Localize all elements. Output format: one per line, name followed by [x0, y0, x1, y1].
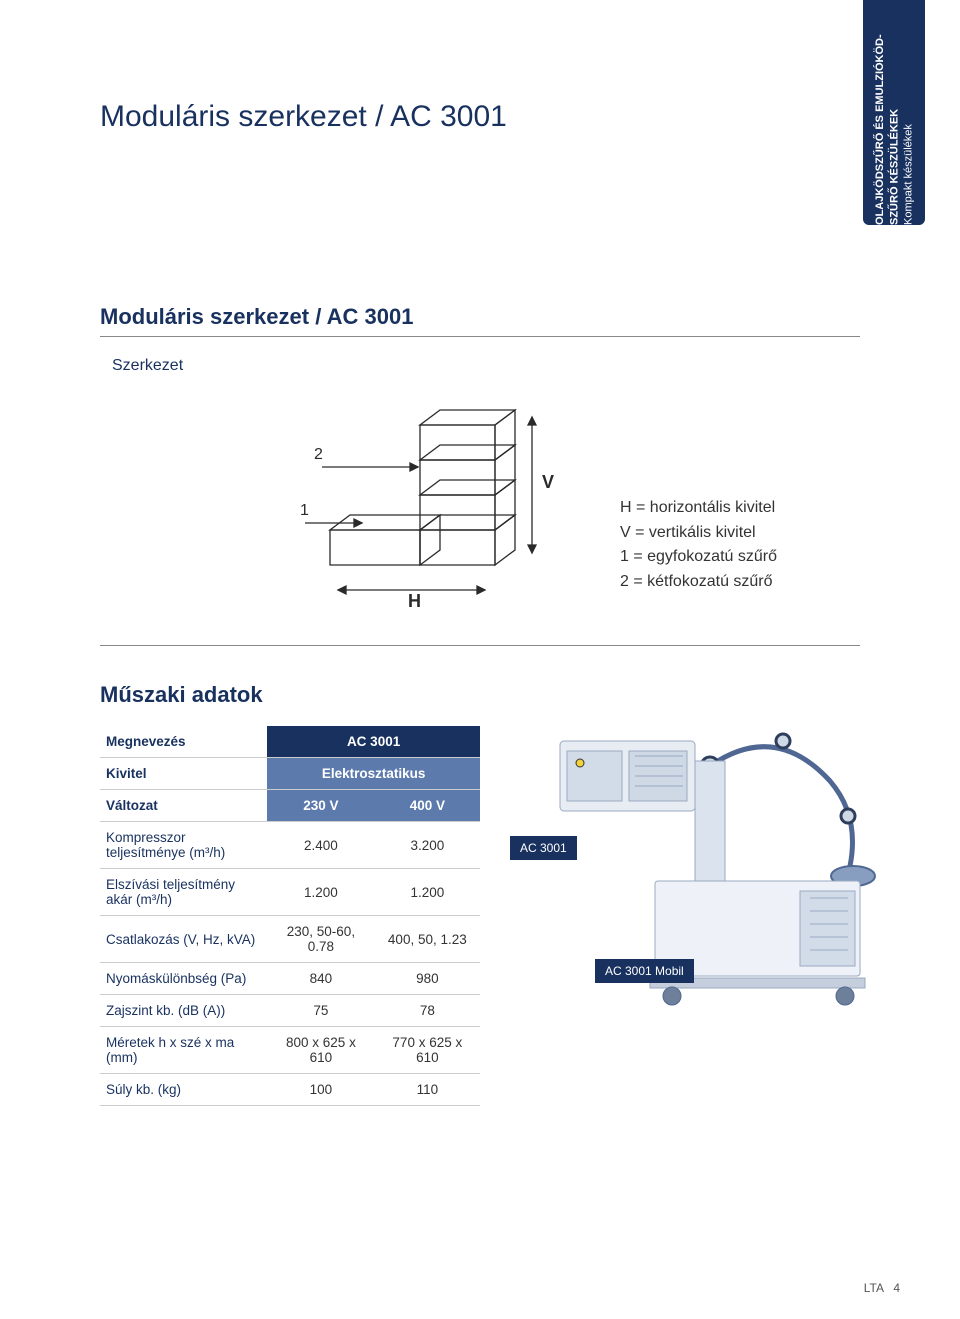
td-variant-c1: 230 V	[267, 790, 374, 822]
page-content: Moduláris szerkezet / AC 3001 Moduláris …	[0, 0, 960, 1146]
td-val: 1.200	[267, 869, 374, 916]
diagram-1-label: 1	[300, 502, 309, 519]
legend-line: H = horizontális kivitel	[620, 496, 777, 521]
diagram-V-label: V	[542, 472, 554, 492]
td-kivitel-value: Elektrosztatikus	[267, 758, 480, 790]
product-label-ac3001: AC 3001	[510, 836, 577, 860]
tech-row: Megnevezés AC 3001 Kivitel Elektrosztati…	[100, 726, 860, 1106]
section-title: Moduláris szerkezet / AC 3001	[100, 304, 860, 337]
td-val: 1.200	[375, 869, 480, 916]
legend-line: V = vertikális kivitel	[620, 521, 777, 546]
td-label: Elszívási teljesítmény akár (m³/h)	[100, 869, 267, 916]
td-val: 75	[267, 995, 374, 1027]
td-val: 78	[375, 995, 480, 1027]
product-images-area: AC 3001	[510, 726, 860, 1106]
th-name: Megnevezés	[100, 726, 267, 758]
td-val: 400, 50, 1.23	[375, 916, 480, 963]
side-tab-line2: Kompakt készülékek	[902, 124, 914, 225]
table-row: Csatlakozás (V, Hz, kVA) 230, 50-60, 0.7…	[100, 916, 480, 963]
td-label: Súly kb. (kg)	[100, 1074, 267, 1106]
side-tab-text: OLAJKÖDSZŰRŐ ÉS EMULZIÓKÖD-SZŰRŐ KÉSZÜLÉ…	[873, 0, 916, 225]
legend-line: 1 = egyfokozatú szűrő	[620, 545, 777, 570]
td-val: 100	[267, 1074, 374, 1106]
td-label: Nyomáskülönbség (Pa)	[100, 963, 267, 995]
diagram-H-label: H	[408, 591, 421, 611]
table-row: Méretek h x szé x ma (mm) 800 x 625 x 61…	[100, 1027, 480, 1074]
td-label: Kompresszor teljesítménye (m³/h)	[100, 822, 267, 869]
td-label: Csatlakozás (V, Hz, kVA)	[100, 916, 267, 963]
td-val: 770 x 625 x 610	[375, 1027, 480, 1074]
table-row: Megnevezés AC 3001	[100, 726, 480, 758]
diagram-row: H V 1 2 H = horizontális kivitel	[100, 385, 860, 646]
diagram-legend: H = horizontális kivitel V = vertikális …	[620, 496, 777, 615]
footer-brand: LTA	[864, 1281, 884, 1295]
table-row: Nyomáskülönbség (Pa) 840 980	[100, 963, 480, 995]
product-label-ac3001-mobil: AC 3001 Mobil	[595, 959, 694, 983]
side-category-tab: OLAJKÖDSZŰRŐ ÉS EMULZIÓKÖD-SZŰRŐ KÉSZÜLÉ…	[863, 0, 925, 225]
side-tab-line1: OLAJKÖDSZŰRŐ ÉS EMULZIÓKÖD-SZŰRŐ KÉSZÜLÉ…	[874, 34, 900, 225]
legend-line: 2 = kétfokozatú szűrő	[620, 570, 777, 595]
td-variant-label: Változat	[100, 790, 267, 822]
td-label: Méretek h x szé x ma (mm)	[100, 1027, 267, 1074]
tech-data-title: Műszaki adatok	[100, 682, 860, 708]
td-val: 3.200	[375, 822, 480, 869]
szerkezet-label: Szerkezet	[112, 357, 860, 375]
table-row: Súly kb. (kg) 100 110	[100, 1074, 480, 1106]
page-title: Moduláris szerkezet / AC 3001	[100, 100, 860, 134]
td-kivitel-label: Kivitel	[100, 758, 267, 790]
th-model: AC 3001	[267, 726, 480, 758]
diagram-2-label: 2	[314, 446, 323, 463]
table-row: Kompresszor teljesítménye (m³/h) 2.400 3…	[100, 822, 480, 869]
table-row: Elszívási teljesítmény akár (m³/h) 1.200…	[100, 869, 480, 916]
structure-diagram: H V 1 2	[300, 385, 560, 615]
td-val: 840	[267, 963, 374, 995]
td-variant-c2: 400 V	[375, 790, 480, 822]
footer-page: 4	[893, 1281, 900, 1295]
page-footer: LTA 4	[864, 1281, 900, 1295]
td-val: 230, 50-60, 0.78	[267, 916, 374, 963]
td-val: 980	[375, 963, 480, 995]
td-val: 2.400	[267, 822, 374, 869]
td-label: Zajszint kb. (dB (A))	[100, 995, 267, 1027]
table-row: Kivitel Elektrosztatikus	[100, 758, 480, 790]
spec-table: Megnevezés AC 3001 Kivitel Elektrosztati…	[100, 726, 480, 1106]
table-row: Zajszint kb. (dB (A)) 75 78	[100, 995, 480, 1027]
table-row: Változat 230 V 400 V	[100, 790, 480, 822]
td-val: 800 x 625 x 610	[267, 1027, 374, 1074]
td-val: 110	[375, 1074, 480, 1106]
